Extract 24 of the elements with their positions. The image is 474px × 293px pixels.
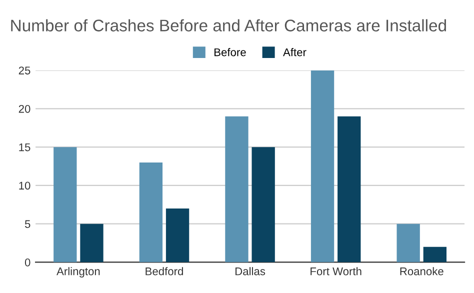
bar [252, 147, 275, 262]
legend-label: Before [214, 48, 246, 56]
y-tick-label: 25 [18, 66, 30, 74]
bar [139, 162, 163, 262]
bar [54, 147, 77, 262]
x-tick-label: Dallas [236, 267, 266, 276]
bar [166, 208, 190, 262]
x-tick-label: Arlington [56, 267, 100, 278]
bar [396, 224, 420, 262]
bar [310, 70, 334, 262]
legend-label: After [283, 48, 306, 56]
bar [338, 116, 361, 262]
chart-title: Number of Crashes Before and After Cameras are Installed [11, 19, 446, 32]
x-tick-label: Roanoke [400, 267, 444, 276]
y-tick-label: 20 [18, 104, 30, 113]
y-tick-label: 10 [19, 182, 30, 190]
bar [225, 116, 248, 262]
x-tick-label: Bedford [146, 267, 183, 276]
y-tick-label: 5 [24, 220, 30, 228]
x-tick-label: Fort Worth [310, 267, 362, 276]
y-tick-label: 15 [19, 143, 30, 152]
bar [80, 224, 104, 262]
bar [423, 246, 447, 262]
y-tick-label: 0 [24, 258, 30, 266]
